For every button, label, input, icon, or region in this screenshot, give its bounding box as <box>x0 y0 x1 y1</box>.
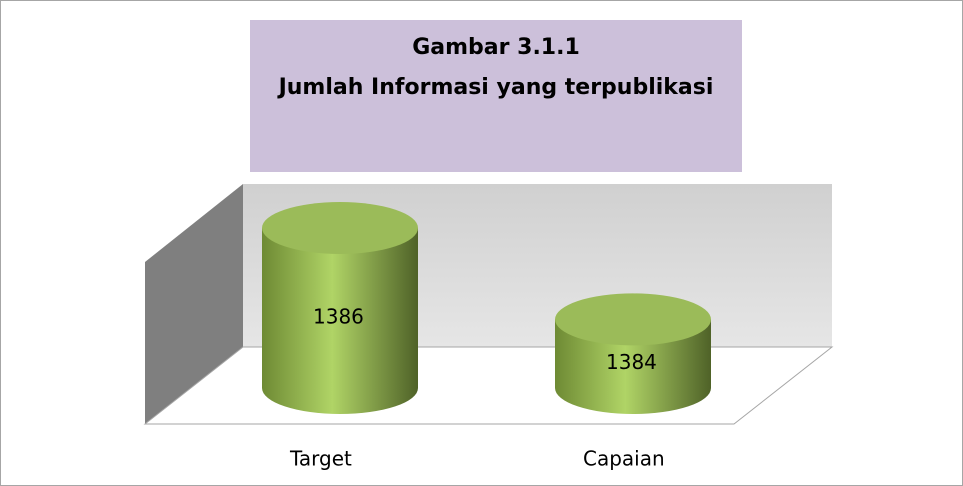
side-wall <box>145 184 243 424</box>
value-label: 1384 <box>606 350 657 374</box>
x-tick-label: Capaian <box>583 447 665 471</box>
cylinder-top <box>555 293 711 346</box>
cylinder-body <box>262 228 418 414</box>
cylinder-top <box>262 202 418 254</box>
chart-title: Gambar 3.1.1 <box>412 35 580 60</box>
chart-subtitle: Jumlah Informasi yang terpublikasi <box>277 75 714 100</box>
floor <box>143 346 834 425</box>
x-tick-label: Target <box>289 447 352 471</box>
cylinder-body <box>555 319 711 414</box>
title-box <box>250 20 742 172</box>
value-label: 1386 <box>313 305 364 329</box>
